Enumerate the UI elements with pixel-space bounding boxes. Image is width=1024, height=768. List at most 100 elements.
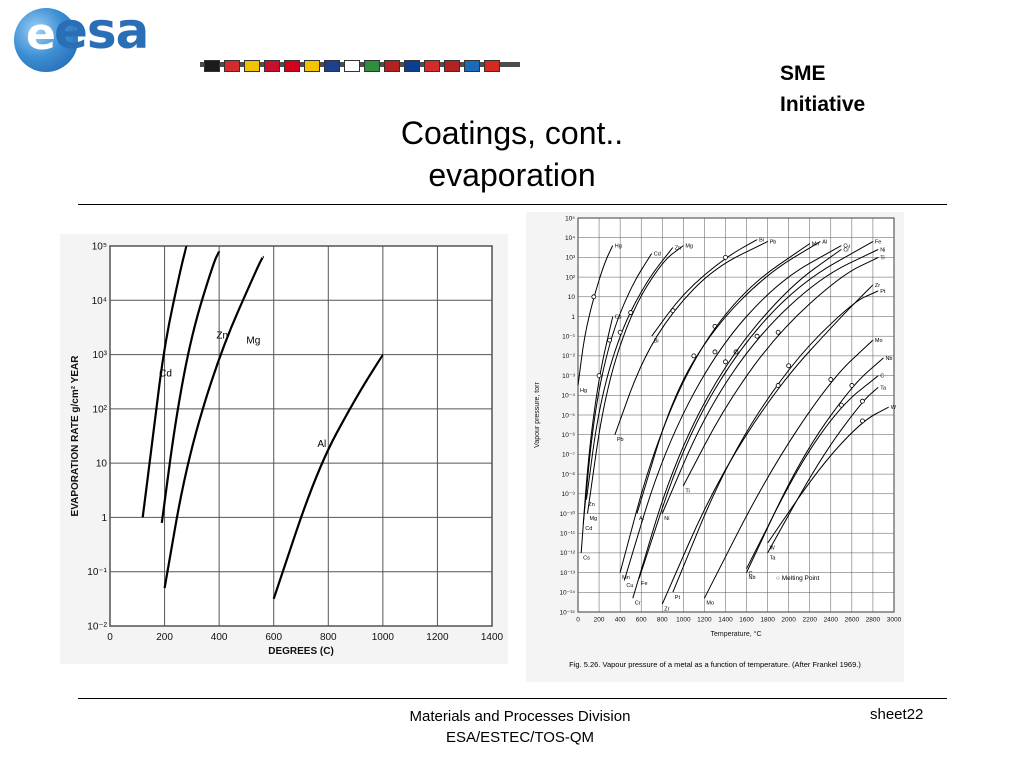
vap-y-tick-label: 10⁴	[565, 235, 575, 242]
flag-3	[264, 60, 280, 72]
vap-melting-point-pt	[786, 363, 792, 369]
vap-y-tick-label: 10⁻⁶	[562, 432, 576, 439]
vap-y-tick-label: 10⁻⁸	[562, 471, 576, 478]
evap-x-tick-label: 0	[107, 632, 113, 643]
evap-series-zn	[160, 250, 221, 524]
top-divider	[78, 204, 947, 205]
bottom-divider	[78, 698, 947, 699]
sme-initiative-label: SME Initiative	[780, 58, 980, 120]
evap-y-tick-label: 10⁻²	[87, 622, 107, 633]
vap-y-tick-label: 10⁻²	[562, 353, 576, 360]
vap-y-tick-label: 10⁻⁵	[562, 412, 576, 419]
vap-series-label-hg: Hg	[580, 388, 587, 394]
vap-series-label-nb: Nb	[749, 575, 756, 581]
evap-x-tick-label: 600	[265, 632, 282, 643]
evap-x-tick-label: 400	[211, 632, 228, 643]
vap-series-label-bi: Bi	[654, 339, 659, 345]
evap-y-tick-label: 10	[96, 459, 108, 470]
vap-series-end-label-cr: Cr	[843, 248, 849, 254]
vap-series-zr	[661, 284, 874, 605]
vap-series-pb	[614, 241, 769, 435]
vap-y-tick-label: 10⁻¹⁴	[559, 590, 575, 597]
vap-series-label-fe: Fe	[641, 581, 647, 587]
vap-series-end-label-cs: Cs	[615, 315, 622, 321]
evap-y-tick-label: 1	[101, 513, 107, 524]
vap-series-end-label-al: Al	[822, 240, 827, 246]
vap-series-end-label-bi: Bi	[759, 238, 764, 244]
vap-melting-point-cs	[596, 373, 602, 379]
vap-y-tick-label: 10⁻¹¹	[560, 530, 576, 537]
vap-series-label-cs: Cs	[583, 555, 590, 561]
flag-9	[384, 60, 400, 72]
vap-x-tick-label: 3000	[887, 617, 902, 624]
vap-y-tick-label: 10⁻¹²	[560, 550, 576, 557]
vap-x-tick-label: 1000	[676, 617, 691, 624]
vap-melting-point-ti	[775, 329, 781, 335]
evap-y-tick-label: 10³	[93, 350, 108, 361]
vap-series-al	[636, 241, 821, 514]
vap-series-end-label-ni: Ni	[880, 248, 885, 254]
vap-series-end-label-pb: Pb	[770, 240, 777, 246]
evap-x-axis-label: DEGREES (C)	[268, 646, 334, 657]
flag-0	[204, 60, 220, 72]
vap-series-label-pb: Pb	[617, 437, 624, 443]
vap-y-tick-label: 10⁻¹⁵	[559, 609, 575, 616]
footer-line-2: ESA/ESTEC/TOS-QM	[445, 729, 595, 746]
vap-x-axis-label: Temperature, °C	[710, 630, 761, 638]
vap-series-end-label-ta: Ta	[880, 385, 887, 391]
vap-x-tick-label: 400	[615, 617, 626, 624]
vap-series-pt	[672, 290, 879, 593]
vap-melting-point-w	[859, 418, 865, 424]
vapour-pressure-chart: 0 200 400 600 800 1000 1200 1400 1600 1800 2000 220…	[534, 215, 902, 669]
footer-division: Materials and Processes Division ESA/EST…	[380, 706, 660, 748]
vap-y-tick-label: 10	[568, 294, 576, 301]
vap-series-end-label-cu: Cu	[843, 244, 850, 250]
vap-series-end-label-mg: Mg	[685, 244, 693, 250]
vap-series-cs	[580, 316, 614, 553]
vap-x-tick-label: 2000	[781, 617, 796, 624]
vap-series-label-mo: Mo	[706, 601, 714, 607]
vap-series-end-label-hg: Hg	[615, 244, 622, 250]
flag-14	[484, 60, 500, 72]
vap-series-label-ni: Ni	[664, 516, 669, 522]
vap-series-cu	[623, 245, 842, 581]
vap-x-tick-label: 1400	[718, 617, 733, 624]
slide-title: Coatings, cont.. evaporation	[312, 112, 712, 196]
vap-melting-point-c	[838, 402, 844, 408]
flag-2	[244, 60, 260, 72]
evap-series-label-zn: Zn	[216, 330, 228, 341]
evap-series-mg	[163, 255, 264, 589]
evap-y-tick-label: 10²	[93, 404, 108, 415]
vap-series-ni	[661, 249, 879, 514]
vap-series-end-label-c: C	[880, 374, 884, 380]
flag-12	[444, 60, 460, 72]
flag-1	[224, 60, 240, 72]
evap-series-label-mg: Mg	[246, 336, 260, 347]
evap-series-label-al: Al	[317, 439, 326, 450]
footer-sheet-number: sheet22	[870, 706, 924, 723]
vap-series-end-label-fe: Fe	[875, 240, 881, 246]
vap-series-w	[767, 406, 890, 544]
vap-series-label-zr: Zr	[664, 607, 669, 613]
vap-series-label-mg: Mg	[589, 516, 597, 522]
flag-7	[344, 60, 360, 72]
evap-x-tick-label: 200	[156, 632, 173, 643]
vap-series-end-label-mn: Mn	[812, 242, 820, 248]
esa-logo-text: esa	[54, 2, 149, 60]
footer-line-1: Materials and Processes Division	[409, 708, 631, 725]
flag-11	[424, 60, 440, 72]
vap-series-fe	[638, 241, 874, 579]
vap-series-mg	[587, 245, 684, 514]
vap-y-tick-label: 10⁻⁷	[562, 452, 576, 459]
vap-series-cd	[582, 252, 653, 524]
vap-series-end-label-w: W	[891, 405, 897, 411]
logo-underline-bar	[200, 62, 520, 67]
vap-melting-point-ni	[754, 333, 760, 339]
vap-y-tick-label: 1	[571, 314, 575, 321]
vap-x-tick-label: 0	[576, 617, 580, 624]
vap-x-tick-label: 200	[594, 617, 605, 624]
vap-x-tick-label: 2400	[824, 617, 839, 624]
esa-globe-letter: e	[26, 9, 56, 60]
vap-series-label-cu: Cu	[626, 583, 633, 589]
vap-series-label-pt: Pt	[675, 595, 681, 601]
